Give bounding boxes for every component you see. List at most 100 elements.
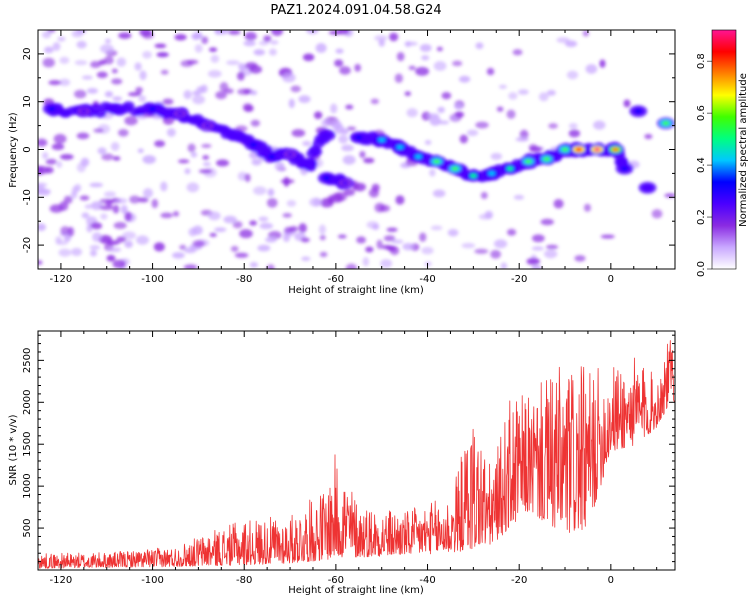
spectrogram-cell [202,155,210,160]
spectrogram-cell [183,264,198,269]
spectrogram-cell [330,193,344,203]
spectrogram-cell [153,242,165,252]
spectrogram-cell [341,180,349,185]
spectrogram-cell [94,108,107,118]
spectrogram-cell [267,188,275,197]
spectrogram-cell [450,115,459,121]
spectrogram-cell [490,249,502,259]
spectrogram-cell [250,119,260,127]
colorbar-gradient [712,30,736,269]
spectrogram-cell [408,65,416,71]
spectrogram-cell [71,247,83,257]
spectrogram-cell [433,61,447,71]
spectrogram-cell [441,92,452,100]
spectrogram-cell [75,30,87,34]
spectrogram-cell [44,166,54,174]
spectrogram-cell [664,193,675,198]
x-tick-label: -60 [328,274,344,285]
spectrogram-cell [319,251,328,258]
spectrogram-x-axis-label: Height of straight line (km) [288,285,424,296]
spectrogram-cell [461,242,476,249]
spectrogram-cell [56,160,63,169]
spectrogram-cell [48,80,62,86]
spectrogram-cell [112,156,121,161]
spectrogram-cell [45,158,57,165]
spectrogram-cell [209,232,217,237]
spectrogram-cell [266,197,278,208]
spectrogram-cell [396,51,405,62]
spectrogram-cell [386,245,397,251]
spectrogram-cell [117,128,129,137]
spectrogram-cell [186,182,200,193]
spectrogram-cell [421,111,431,121]
spectrogram-cell [106,254,116,262]
spectrogram-cell [124,116,138,126]
spectrogram-cell [436,46,443,52]
spectrogram-cell [201,36,209,45]
spectrogram-cell [545,244,559,250]
spectrogram-cell [134,62,142,71]
spectrogram-cell [234,252,249,258]
spectrogram-cell [216,159,230,167]
spectrogram-cell [192,94,206,105]
colorbar-ticks: 0.0 0.2 0.4 0.6 0.8 [696,53,712,277]
spectrogram-cell [334,59,344,67]
spectrogram-cell [122,231,137,240]
spectrogram-cell [192,90,201,96]
spectrogram-cell [319,234,326,241]
spectrogram-cell [129,195,141,204]
spectrogram-cell [341,144,354,152]
spectrogram-cell [112,259,126,269]
spectrogram-cell [143,188,154,198]
spectrogram-cell [599,59,606,68]
spectrogram-cell [355,135,363,140]
spectrogram-cell [593,120,606,130]
spectrogram-cell [515,137,529,142]
spectrogram-cell [257,244,271,252]
spectrogram-cell [183,90,192,100]
spectrogram-cell [96,71,108,79]
spectrogram-cell [488,171,496,176]
spectrogram-cell [356,236,367,244]
spectrogram-cell [228,30,241,35]
spectrogram-cell [98,59,107,66]
spectrogram-cell [575,147,583,152]
x-tick-label: -80 [236,575,252,586]
spectrogram-cell [320,198,334,208]
spectrogram-cell [500,262,508,269]
spectrogram-cell [506,109,516,119]
spectrogram-cell [337,234,347,239]
y-tick-label: -20 [22,237,33,253]
spectrogram-cell [101,153,114,161]
spectrogram-cell [248,151,259,159]
spectrogram-cell [97,147,107,155]
spectrogram-cell [345,104,354,110]
spectrogram-cell [484,210,493,219]
spectrogram-cell [124,211,133,222]
spectrogram-cell [111,68,118,74]
spectrogram-cell [459,134,468,144]
spectrogram-cell [230,245,239,252]
spectrogram-cell [58,248,72,257]
spectrogram-cell [38,138,48,147]
spectrogram-cell [623,99,631,108]
spectrogram-cell [208,211,221,221]
spectrogram-cell [104,91,114,98]
spectrogram-cell [543,249,558,259]
x-tick-label: -40 [419,274,435,285]
spectrogram-cell [89,245,101,250]
spectrogram-cell [74,60,88,66]
spectrogram-cell [540,218,554,226]
spectrogram-cell [402,243,414,251]
spectrogram-cell [568,129,581,138]
spectrogram-cell [90,222,103,230]
spectrogram-cell [160,69,169,75]
spectrogram-cell [268,154,276,159]
colorbar-tick-label: 0.2 [696,209,707,225]
spectrogram-cell [172,252,185,259]
spectrogram-cell [524,159,532,164]
spectrogram-cell [188,227,198,237]
